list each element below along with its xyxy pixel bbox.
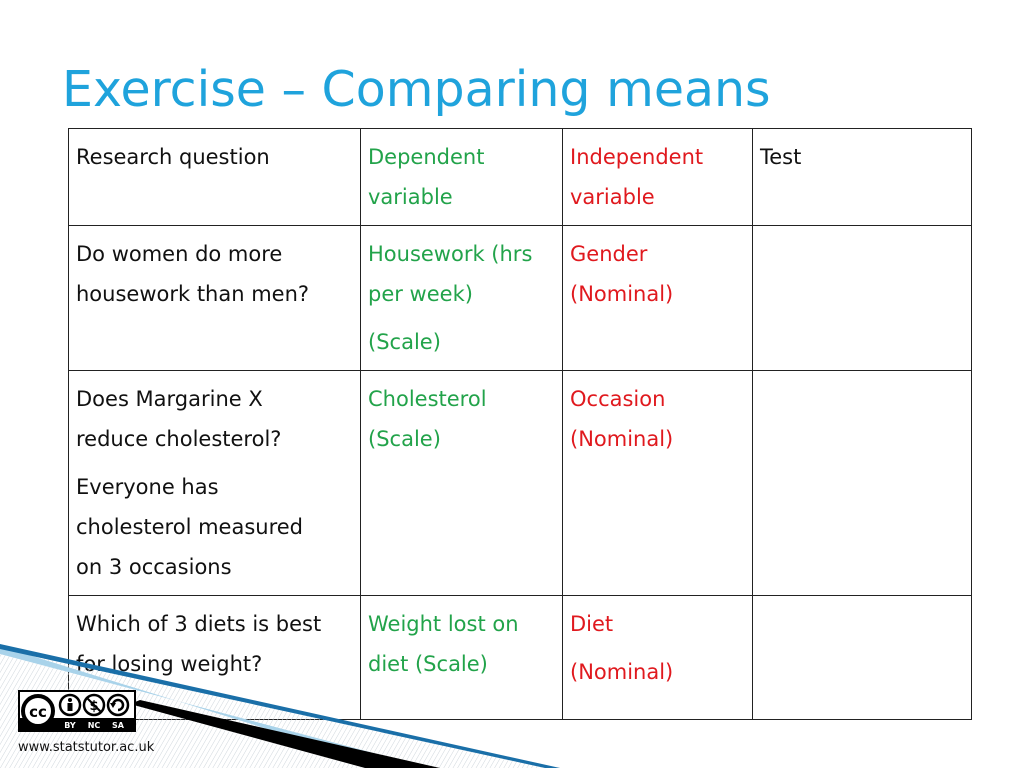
row1-question: Do women do more housework than men? [68, 225, 361, 371]
row2-independent-line-1: Occasion [570, 387, 666, 411]
header-independent-variable: Independent variable [562, 128, 753, 226]
row1-independent: Gender (Nominal) [562, 225, 753, 371]
header-dependent-variable: Dependent variable [360, 128, 563, 226]
row3-dependent-line-2: diet (Scale) [368, 652, 488, 676]
svg-text:$: $ [89, 699, 98, 714]
svg-text:SA: SA [112, 721, 125, 730]
row3-dependent-line-1: Weight lost on [368, 612, 519, 636]
row1-test [752, 225, 972, 371]
footer-url: www.statstutor.ac.uk [18, 740, 155, 755]
row1-dependent: Housework (hrs per week) (Scale) [360, 225, 563, 371]
slide-title: Exercise – Comparing means [62, 61, 771, 118]
row1-dependent-line-3: (Scale) [368, 330, 441, 354]
row3-question-line-1: Which of 3 diets is best [76, 612, 322, 636]
row2-independent: Occasion (Nominal) [562, 370, 753, 596]
row2-test [752, 370, 972, 596]
header-research-question-text: Research question [76, 145, 270, 169]
row2-question-line-1: Does Margarine X [76, 387, 263, 411]
row3-independent-line-1: Diet [570, 612, 614, 636]
header-test: Test [752, 128, 972, 226]
header-research-question: Research question [68, 128, 361, 226]
row2-question: Does Margarine X reduce cholesterol? Eve… [68, 370, 361, 596]
row1-dependent-line-1: Housework (hrs [368, 242, 533, 266]
row3-independent: Diet (Nominal) [562, 595, 753, 720]
row2-question-line-4: cholesterol measured [76, 515, 304, 539]
footer-decoration [0, 644, 560, 768]
row2-question-line-2: reduce cholesterol? [76, 427, 282, 451]
row2-dependent-line-2: (Scale) [368, 427, 441, 451]
header-test-text: Test [760, 145, 802, 169]
svg-text:NC: NC [88, 721, 101, 730]
row2-independent-line-2: (Nominal) [570, 427, 674, 451]
table-row: Do women do more housework than men? Hou… [68, 225, 972, 371]
row1-question-line-2: housework than men? [76, 282, 310, 306]
row2-dependent-line-1: Cholesterol [368, 387, 487, 411]
row1-question-line-1: Do women do more [76, 242, 283, 266]
table-header-row: Research question Dependent variable Ind… [68, 128, 972, 226]
row3-independent-line-2: (Nominal) [570, 660, 674, 684]
header-independent-line-2: variable [570, 185, 655, 209]
svg-text:cc: cc [29, 703, 47, 721]
row1-independent-line-1: Gender [570, 242, 648, 266]
row3-dependent: Weight lost on diet (Scale) [360, 595, 563, 720]
row2-question-line-3: Everyone has [76, 475, 219, 499]
header-independent-line-1: Independent [570, 145, 704, 169]
creative-commons-by-nc-sa-icon: cc $ BY NC SA [18, 690, 136, 732]
svg-text:BY: BY [64, 721, 76, 730]
table-row: Does Margarine X reduce cholesterol? Eve… [68, 370, 972, 596]
row1-independent-line-2: (Nominal) [570, 282, 674, 306]
row3-test [752, 595, 972, 720]
row1-dependent-line-2: per week) [368, 282, 473, 306]
exercise-table: Research question Dependent variable Ind… [68, 128, 972, 720]
row2-dependent: Cholesterol (Scale) [360, 370, 563, 596]
header-dependent-line-1: Dependent [368, 145, 485, 169]
row2-question-line-5: on 3 occasions [76, 555, 232, 579]
header-dependent-line-2: variable [368, 185, 453, 209]
